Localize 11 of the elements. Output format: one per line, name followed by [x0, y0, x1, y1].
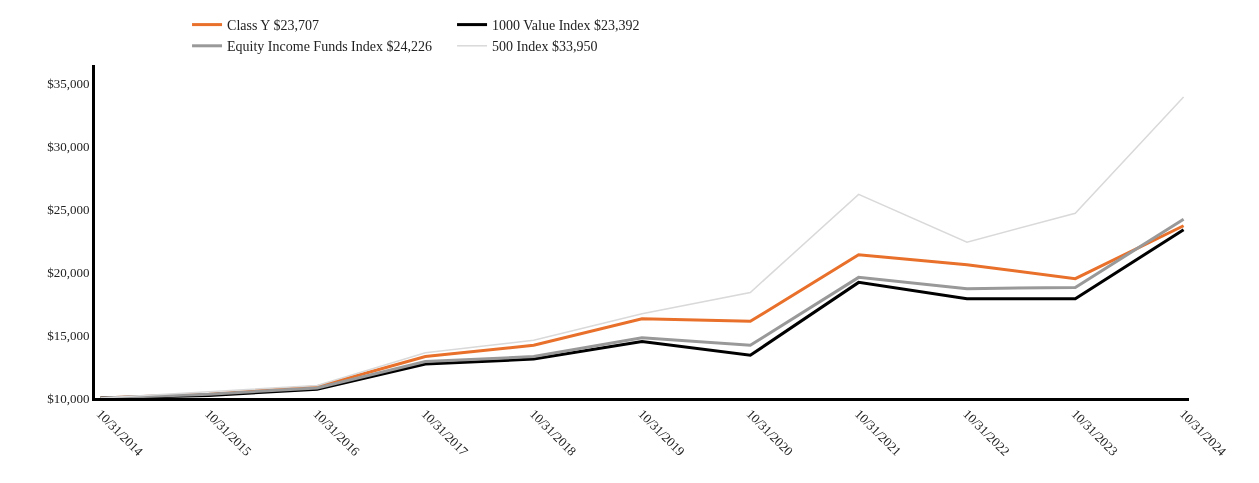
y-tick-label: $35,000	[47, 76, 90, 92]
legend-label: Equity Income Funds Index $24,226	[227, 39, 432, 55]
legend-label: 500 Index $33,950	[492, 39, 598, 55]
y-tick-label: $25,000	[47, 202, 90, 218]
y-tick-label: $10,000	[47, 390, 90, 406]
y-tick-label: $30,000	[47, 139, 90, 155]
legend-label: 1000 Value Index $23,392	[492, 18, 640, 34]
y-tick-label: $20,000	[47, 264, 90, 280]
y-tick-label: $15,000	[47, 327, 90, 343]
line-series	[99, 96, 1185, 398]
legend-label: Class Y $23,707	[227, 18, 319, 34]
